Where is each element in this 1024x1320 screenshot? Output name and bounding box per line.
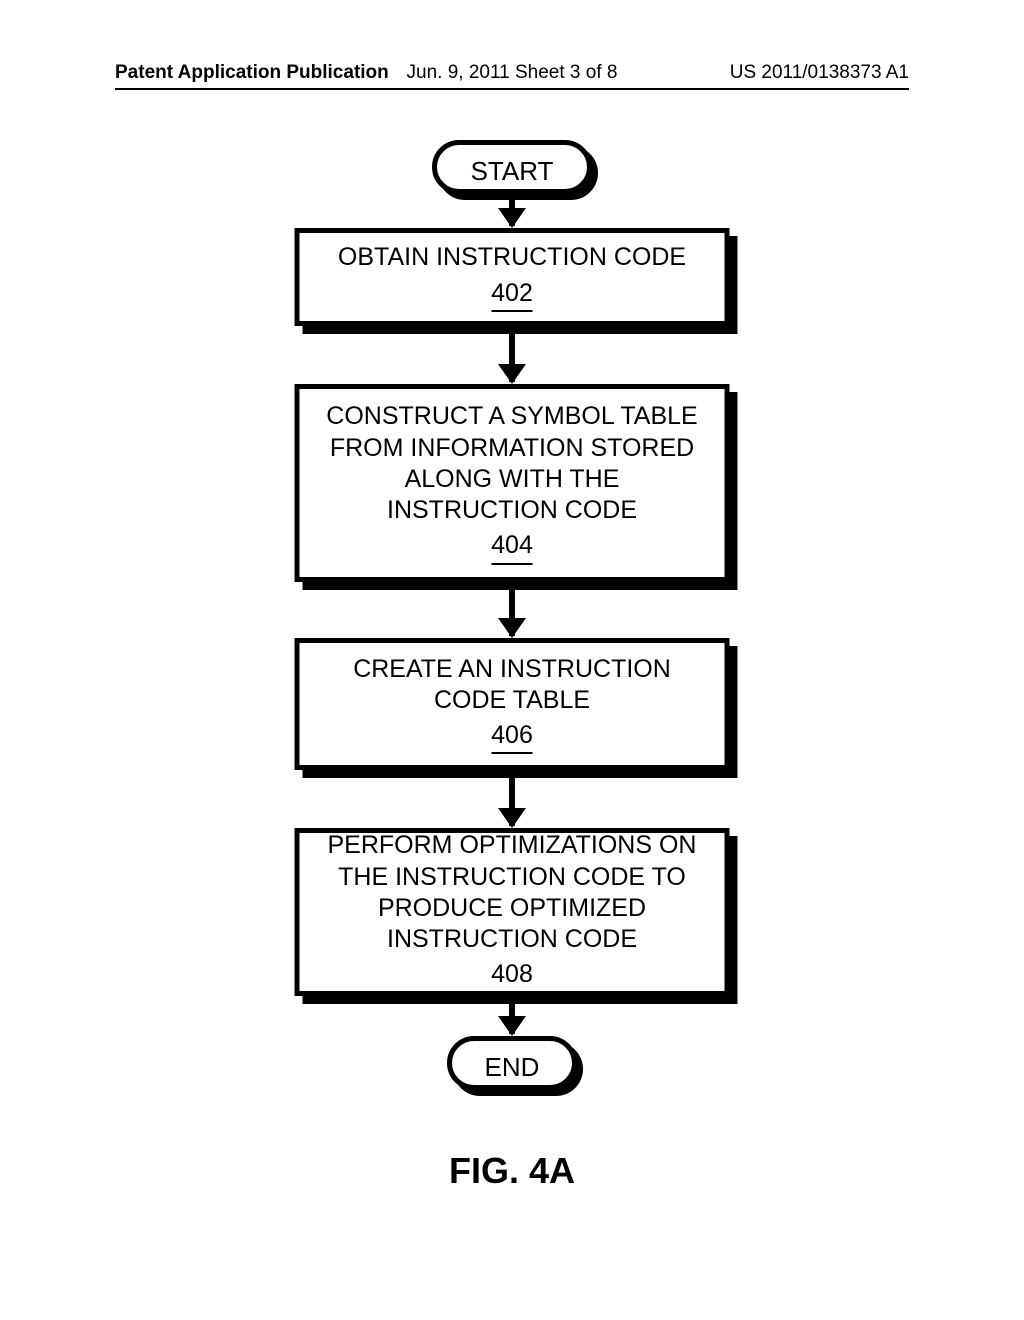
- terminal-label-start: START: [432, 140, 592, 194]
- arrow-1: [509, 330, 515, 382]
- figure-label: FIG. 4A: [0, 1150, 1024, 1192]
- arrow-4: [509, 1000, 515, 1034]
- header-right: US 2011/0138373 A1: [730, 62, 909, 84]
- arrow-2: [509, 586, 515, 636]
- arrow-3: [509, 774, 515, 826]
- process-text-408: PERFORM OPTIMIZATIONS ON THE INSTRUCTION…: [318, 830, 707, 955]
- process-text-404: CONSTRUCT A SYMBOL TABLE FROM INFORMATIO…: [318, 401, 707, 526]
- terminal-end: END: [447, 1036, 577, 1090]
- process-num-406: 406: [491, 720, 533, 754]
- terminal-start: START: [432, 140, 592, 194]
- process-text-406: CREATE AN INSTRUCTION CODE TABLE: [318, 654, 707, 717]
- process-num-404: 404: [491, 530, 533, 564]
- process-408: PERFORM OPTIMIZATIONS ON THE INSTRUCTION…: [295, 828, 730, 996]
- page: Patent Application Publication Jun. 9, 2…: [0, 0, 1024, 1320]
- process-text-402: OBTAIN INSTRUCTION CODE: [338, 242, 686, 273]
- header-rule: [115, 88, 909, 90]
- process-num-402: 402: [491, 278, 533, 312]
- flowchart: START OBTAIN INSTRUCTION CODE 402 CONSTRUCT…: [0, 140, 1024, 1320]
- terminal-label-end: END: [447, 1036, 577, 1090]
- process-402: OBTAIN INSTRUCTION CODE 402: [295, 228, 730, 326]
- process-404: CONSTRUCT A SYMBOL TABLE FROM INFORMATIO…: [295, 384, 730, 582]
- process-406: CREATE AN INSTRUCTION CODE TABLE406: [295, 638, 730, 770]
- arrow-0: [509, 194, 515, 226]
- process-num-408: 408: [491, 959, 533, 993]
